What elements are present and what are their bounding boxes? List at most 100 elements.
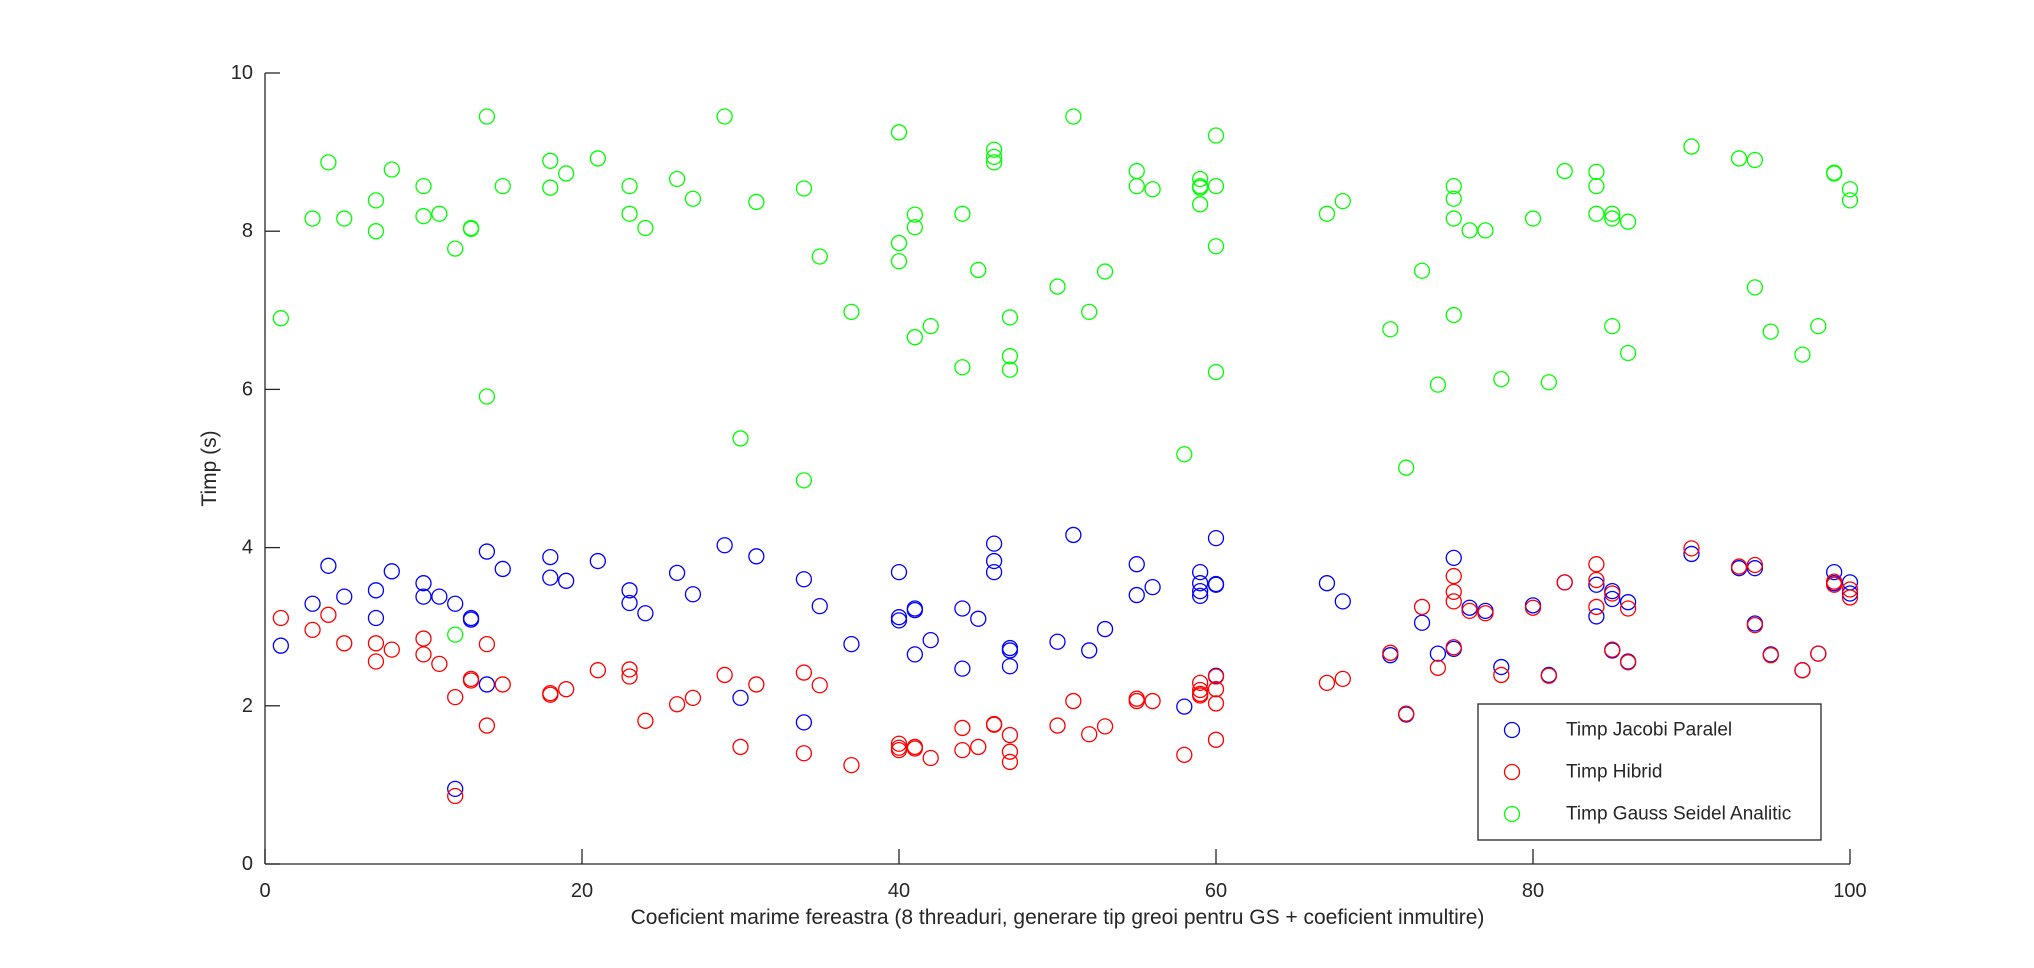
data-point <box>1176 746 1193 763</box>
data-point <box>985 148 1003 165</box>
data-point <box>1826 576 1843 593</box>
data-point <box>985 563 1003 581</box>
data-point <box>1683 545 1700 563</box>
data-point <box>1192 575 1209 592</box>
data-point <box>890 741 908 759</box>
data-point <box>478 388 496 405</box>
data-point <box>383 641 400 658</box>
data-point <box>1556 162 1573 180</box>
x-tick-label: 80 <box>1522 880 1544 902</box>
data-point <box>542 179 559 196</box>
data-point <box>1334 593 1351 610</box>
data-point <box>304 621 321 639</box>
data-point <box>1081 303 1098 321</box>
data-point <box>1081 726 1098 743</box>
data-point <box>1207 363 1225 381</box>
series-1 <box>272 540 1859 805</box>
data-point <box>367 582 385 599</box>
data-point <box>668 696 686 713</box>
data-point <box>985 535 1003 552</box>
data-point <box>383 563 400 580</box>
data-point <box>589 552 606 570</box>
data-point <box>1810 645 1827 662</box>
data-point <box>1683 138 1700 155</box>
legend-entry-gauss-seidel: Timp Gauss Seidel Analitic <box>1503 804 1791 825</box>
data-point <box>954 205 971 222</box>
data-point <box>1413 262 1431 279</box>
data-point <box>1619 344 1637 362</box>
data-point <box>1207 668 1225 685</box>
legend-marker-jacobi <box>1503 721 1521 739</box>
legend-box <box>1477 703 1822 841</box>
data-point <box>621 668 638 685</box>
data-point <box>906 219 923 236</box>
data-point <box>1318 674 1336 692</box>
data-point <box>478 635 496 653</box>
data-point <box>1524 599 1542 616</box>
data-point <box>1001 726 1019 744</box>
data-point <box>795 571 813 588</box>
data-point <box>1556 574 1573 591</box>
data-point <box>1398 705 1415 722</box>
data-point <box>890 234 908 252</box>
data-point <box>748 676 765 693</box>
data-point <box>922 317 939 335</box>
data-point <box>1445 177 1462 195</box>
data-point <box>1477 605 1494 622</box>
data-point <box>668 564 686 582</box>
data-point <box>1413 598 1431 616</box>
data-point <box>462 672 480 689</box>
data-point <box>970 610 987 627</box>
data-point <box>1619 213 1637 230</box>
data-point <box>431 655 448 673</box>
data-point <box>1429 376 1447 393</box>
data-point <box>1762 323 1779 340</box>
data-point <box>447 240 464 257</box>
data-point <box>811 677 828 694</box>
data-point <box>1445 210 1462 227</box>
data-point <box>1001 348 1019 365</box>
y-tick-label: 0 <box>242 853 253 875</box>
data-point <box>1619 594 1637 611</box>
data-point <box>1588 576 1605 593</box>
legend-label-hibrid: Timp Hibrid <box>1566 762 1662 783</box>
data-point <box>1207 576 1225 593</box>
data-point <box>1049 633 1066 650</box>
data-point <box>367 192 385 209</box>
x-tick-label: 100 <box>1833 880 1866 902</box>
data-point <box>1382 321 1399 338</box>
data-point <box>1207 681 1225 698</box>
data-point <box>367 223 385 240</box>
data-point <box>415 588 432 605</box>
data-point <box>1192 196 1209 213</box>
data-point <box>954 359 971 376</box>
data-point <box>1588 598 1605 616</box>
data-point <box>1192 170 1209 188</box>
data-point <box>621 177 638 195</box>
data-point <box>1081 642 1098 659</box>
data-point <box>1619 654 1637 671</box>
data-point <box>985 141 1003 158</box>
data-point <box>985 716 1003 733</box>
data-point <box>922 631 939 649</box>
data-point <box>478 108 496 125</box>
data-point <box>1192 687 1209 704</box>
data-point <box>1730 150 1748 167</box>
data-point <box>954 600 971 617</box>
data-point <box>985 552 1003 570</box>
data-point <box>1001 658 1019 675</box>
data-point <box>447 787 464 805</box>
data-point <box>1065 108 1082 125</box>
data-point <box>922 749 939 767</box>
data-point <box>320 557 337 574</box>
data-point <box>1588 205 1605 222</box>
data-point <box>447 780 464 798</box>
data-point <box>383 161 400 178</box>
data-point <box>558 572 575 589</box>
x-tick-label: 20 <box>571 880 593 902</box>
data-point <box>1493 370 1510 388</box>
y-tick-label: 6 <box>242 378 253 400</box>
data-point <box>415 630 432 647</box>
data-point <box>1604 210 1621 227</box>
